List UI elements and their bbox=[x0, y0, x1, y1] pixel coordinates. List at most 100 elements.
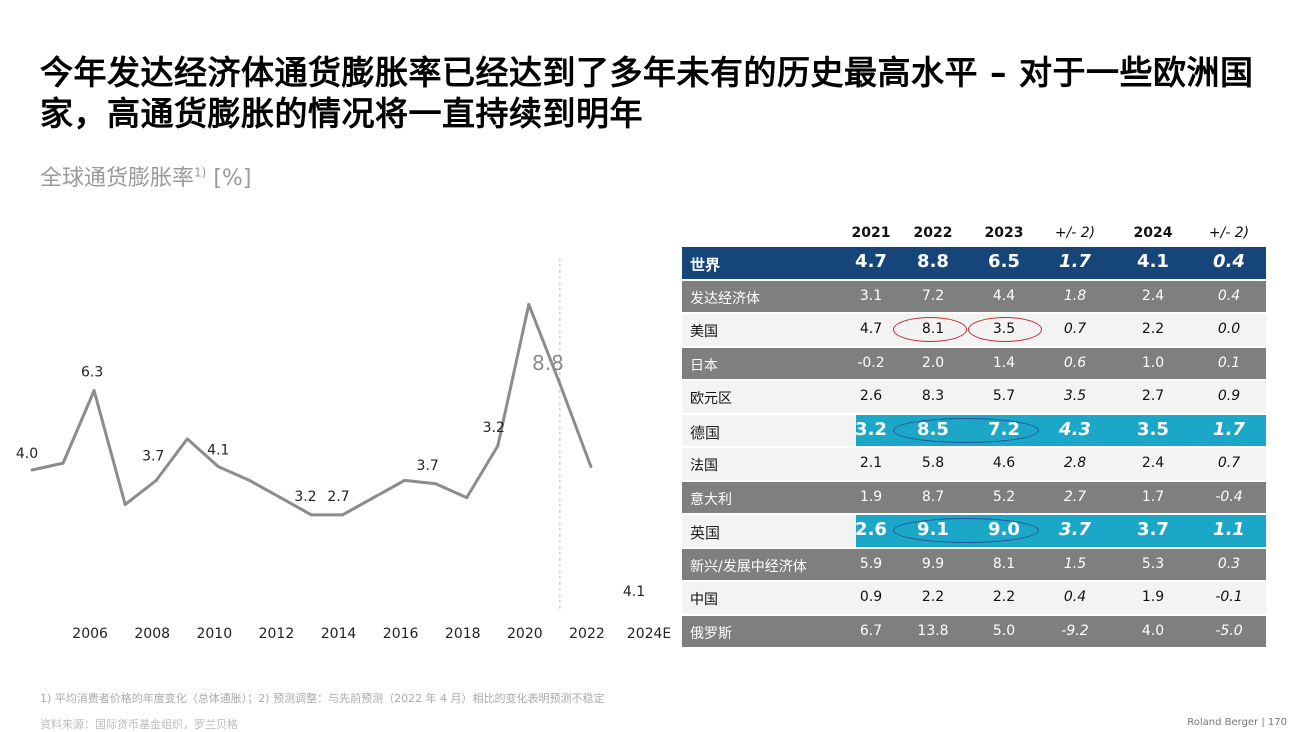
row-label: 法国 bbox=[690, 458, 718, 474]
source-note: 资料来源：国际货币基金组织，罗兰贝格 bbox=[40, 718, 238, 731]
subtitle-footnote-ref: 1) bbox=[194, 165, 207, 180]
x-tick-2010: 2010 bbox=[196, 626, 232, 642]
x-tick-2022: 2022 bbox=[569, 626, 605, 642]
table-row: 美国 4.7 8.1 3.5 0.7 2.2 0.0 bbox=[682, 314, 1266, 346]
data-label-2018: 3.7 bbox=[417, 458, 439, 474]
data-point-2008 bbox=[123, 503, 127, 506]
table-cell: 4.7 bbox=[855, 251, 887, 272]
subtitle-text: 全球通货膨胀率 bbox=[40, 166, 195, 191]
data-label-2020: 3.2 bbox=[483, 420, 505, 436]
table-row: 德国 3.2 8.5 7.2 4.3 3.5 1.7 bbox=[682, 414, 1266, 446]
table-cell: 7.2 bbox=[921, 287, 945, 304]
data-point-2020 bbox=[496, 444, 500, 448]
table-cell: 5.9 bbox=[859, 555, 883, 572]
table-cell: 0.0 bbox=[1217, 321, 1241, 337]
table-row: 发达经济体 3.1 7.2 4.4 1.8 2.4 0.4 bbox=[682, 280, 1266, 312]
data-point-2013 bbox=[278, 496, 282, 500]
data-point-2016 bbox=[372, 496, 376, 500]
table-cell: 5.7 bbox=[992, 388, 1016, 404]
table-cell: 1.7 bbox=[1059, 251, 1091, 272]
x-tick-2008: 2008 bbox=[134, 626, 170, 642]
table-cell: 2.7 bbox=[1063, 488, 1087, 505]
table-cell: 8.1 bbox=[992, 555, 1016, 572]
table-row: 世界 4.7 8.8 6.5 1.7 4.1 0.4 bbox=[682, 247, 1266, 279]
column-header: +/- 2) bbox=[1054, 225, 1096, 241]
series-line bbox=[31, 302, 593, 517]
table-header: 2021 2022 2023 +/- 2) 2024 +/- 2) bbox=[682, 221, 1266, 247]
table-cell: 0.4 bbox=[1213, 251, 1245, 272]
inflation-table: 2021 2022 2023 +/- 2) 2024 +/- 2) 世界 4.7 8.8 6.5… bbox=[682, 221, 1266, 649]
table-cell: -0.1 bbox=[1215, 589, 1243, 605]
table-cell: 3.1 bbox=[859, 287, 883, 304]
table-cell: 0.7 bbox=[1063, 321, 1087, 337]
chart-subtitle: 全球通货膨胀率1) [%] bbox=[40, 160, 251, 192]
table-cell: 13.8 bbox=[917, 622, 949, 639]
table-row: 日本 -0.2 2.0 1.4 0.6 1.0 0.1 bbox=[682, 347, 1266, 379]
table-cell: -5.0 bbox=[1215, 622, 1243, 639]
table-cell: 2.2 bbox=[1141, 321, 1165, 337]
table-row: 中国 0.9 2.2 2.2 0.4 1.9 -0.1 bbox=[682, 582, 1266, 614]
row-label: 发达经济体 bbox=[690, 290, 760, 307]
footnote: 1) 平均消费者价格的年度变化（总体通胀）；2) 预测调整：与先前预测（2022… bbox=[40, 692, 605, 705]
table-cell: -0.2 bbox=[857, 354, 885, 371]
column-header: 2024 bbox=[1133, 225, 1173, 241]
row-label: 意大利 bbox=[690, 491, 732, 508]
table-cell: 8.7 bbox=[921, 488, 945, 505]
data-point-2018 bbox=[434, 482, 438, 486]
table-row: 法国 2.1 5.8 4.6 2.8 2.4 0.7 bbox=[682, 448, 1266, 480]
table-cell: 2.7 bbox=[1141, 388, 1165, 404]
data-point-2009 bbox=[154, 478, 158, 482]
data-label-2015: 2.7 bbox=[327, 489, 349, 505]
x-tick-2018: 2018 bbox=[445, 626, 481, 642]
table-cell: 4.0 bbox=[1141, 622, 1165, 639]
table-cell: 4.1 bbox=[1137, 251, 1169, 272]
table-cell: 0.9 bbox=[859, 589, 883, 605]
data-label-2005: 4.0 bbox=[16, 446, 38, 462]
table-cell: 5.0 bbox=[992, 622, 1016, 639]
data-label-2009: 3.7 bbox=[142, 448, 164, 464]
table-cell: 2.1 bbox=[859, 455, 883, 471]
row-label: 新兴/发展中经济体 bbox=[690, 558, 807, 575]
row-label: 欧元区 bbox=[690, 391, 732, 407]
table-cell: 3.2 bbox=[855, 418, 887, 440]
table-cell: 0.4 bbox=[1217, 287, 1241, 304]
row-label: 英国 bbox=[690, 524, 721, 542]
table-body: 世界 4.7 8.8 6.5 1.7 4.1 0.4 发达经济体 3.1 7.2 4.4 1.8 2.4… bbox=[682, 247, 1266, 647]
table-cell: 2.8 bbox=[1063, 455, 1087, 471]
column-header: 2023 bbox=[984, 225, 1024, 241]
highlight-ellipse bbox=[893, 417, 1039, 443]
table-cell: 3.5 bbox=[1063, 388, 1087, 404]
row-label: 俄罗斯 bbox=[690, 625, 732, 642]
table-cell: 0.6 bbox=[1063, 354, 1087, 371]
data-point-2006 bbox=[61, 461, 65, 465]
table-cell: 1.1 bbox=[1213, 519, 1245, 540]
table-cell: 8.3 bbox=[921, 388, 945, 404]
data-point-2021 bbox=[527, 302, 531, 306]
data-point-2005 bbox=[30, 468, 34, 472]
inflation-line-chart: 4.0 6.3 3.7 4.1 3.2 2.7 3.7 3.2 8.8 4.1 2006 2008 20… bbox=[16, 258, 671, 642]
table-cell: 5.8 bbox=[921, 455, 945, 471]
highlight-ellipse bbox=[968, 317, 1042, 342]
highlight-ellipse bbox=[893, 518, 1039, 543]
table-cell: 5.2 bbox=[992, 488, 1016, 505]
table-cell: -0.4 bbox=[1215, 488, 1243, 505]
table-cell: 2.4 bbox=[1141, 455, 1165, 471]
table-cell: 8.8 bbox=[917, 251, 949, 272]
table-cell: 2.0 bbox=[921, 354, 945, 371]
table-cell: 1.0 bbox=[1141, 354, 1165, 371]
data-point-2014 bbox=[309, 513, 313, 517]
row-label: 美国 bbox=[690, 324, 718, 340]
table-cell: 2.4 bbox=[1141, 287, 1165, 304]
table-cell: 4.4 bbox=[992, 287, 1016, 304]
data-point-2011 bbox=[216, 465, 220, 469]
column-header: 2022 bbox=[913, 225, 953, 241]
x-tick-2014: 2014 bbox=[321, 626, 357, 642]
x-tick-2020: 2020 bbox=[507, 626, 543, 642]
data-point-2022 bbox=[558, 382, 562, 386]
data-label-2007: 6.3 bbox=[81, 365, 103, 381]
table-cell: 6.7 bbox=[859, 622, 883, 639]
table-cell: 2.6 bbox=[859, 388, 883, 404]
table-cell: 5.3 bbox=[1141, 555, 1165, 572]
data-point-2010 bbox=[185, 437, 189, 441]
data-label-2014: 3.2 bbox=[294, 489, 316, 505]
